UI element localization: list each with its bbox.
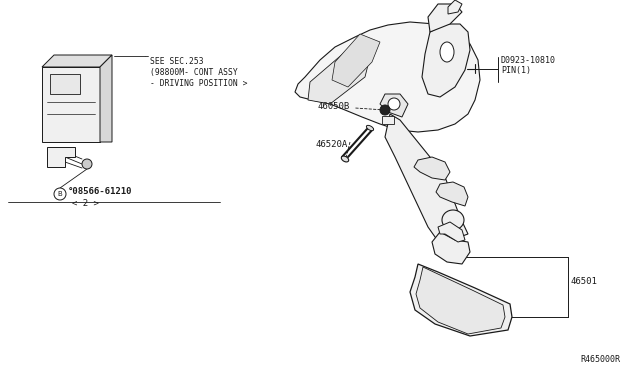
Text: B: B [58,191,62,197]
Circle shape [380,105,390,115]
Polygon shape [422,24,470,97]
Text: 46531: 46531 [454,301,481,311]
Polygon shape [410,264,512,336]
Ellipse shape [440,42,454,62]
Ellipse shape [341,156,349,162]
Circle shape [82,159,92,169]
Polygon shape [436,182,468,206]
Polygon shape [416,267,505,334]
Polygon shape [308,52,370,104]
Polygon shape [100,55,112,142]
Circle shape [54,188,66,200]
Polygon shape [380,94,408,117]
Text: (98800M- CONT ASSY: (98800M- CONT ASSY [150,68,237,77]
Text: °08566-61210: °08566-61210 [68,186,132,196]
Text: < 2 >: < 2 > [72,199,99,208]
Text: 46501: 46501 [571,278,598,286]
Polygon shape [432,232,470,264]
Polygon shape [385,114,468,244]
Text: 46050B: 46050B [318,102,350,110]
Text: PIN(1): PIN(1) [501,66,531,75]
Circle shape [388,98,400,110]
Polygon shape [42,67,100,142]
Polygon shape [332,34,380,87]
Polygon shape [382,116,394,124]
Text: 46520A: 46520A [316,140,348,148]
Ellipse shape [366,125,374,131]
Polygon shape [50,74,80,94]
Text: D0923-10810: D0923-10810 [501,56,556,65]
Polygon shape [42,55,112,67]
Polygon shape [428,4,462,32]
Ellipse shape [442,210,464,230]
Polygon shape [414,157,450,180]
Polygon shape [438,222,465,242]
Text: - DRIVING POSITION >: - DRIVING POSITION > [150,79,248,88]
Text: SEE SEC.253: SEE SEC.253 [150,57,204,66]
Polygon shape [47,147,75,167]
Polygon shape [295,22,480,132]
Text: R465000R: R465000R [580,355,620,364]
Polygon shape [448,0,462,14]
